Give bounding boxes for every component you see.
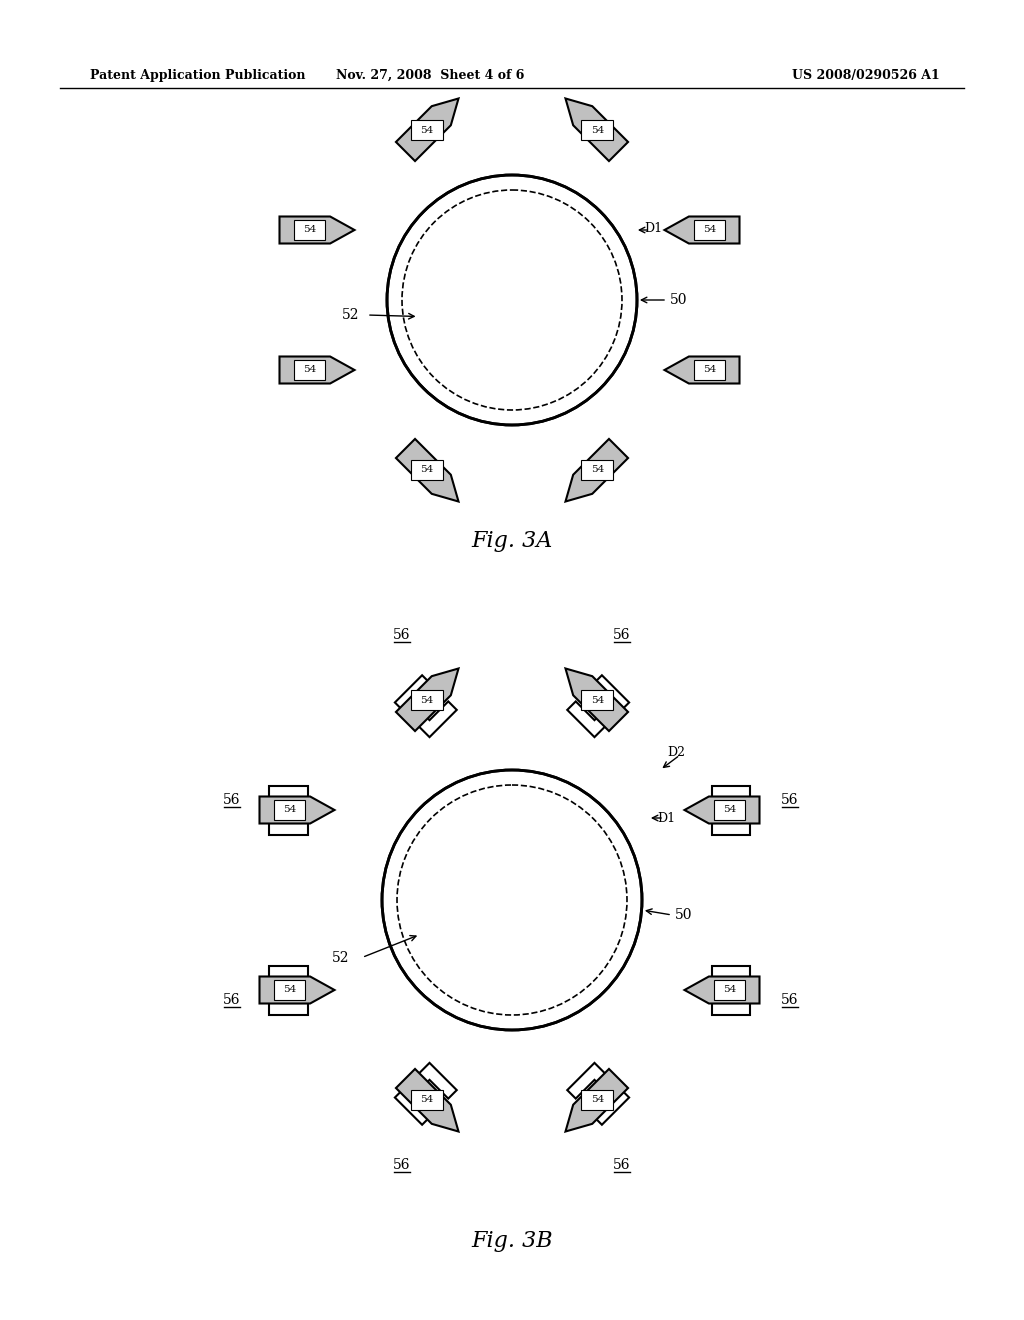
Polygon shape xyxy=(665,356,739,384)
FancyBboxPatch shape xyxy=(411,120,442,140)
Polygon shape xyxy=(565,668,628,731)
FancyBboxPatch shape xyxy=(714,979,745,1001)
FancyBboxPatch shape xyxy=(294,220,326,240)
FancyBboxPatch shape xyxy=(582,459,613,480)
Polygon shape xyxy=(684,796,760,824)
FancyBboxPatch shape xyxy=(273,979,305,1001)
Polygon shape xyxy=(565,440,628,502)
Text: 54: 54 xyxy=(420,125,433,135)
FancyBboxPatch shape xyxy=(294,360,326,380)
Circle shape xyxy=(382,770,642,1030)
Text: D1: D1 xyxy=(656,812,675,825)
Text: 50: 50 xyxy=(675,908,692,921)
Polygon shape xyxy=(259,796,335,824)
Polygon shape xyxy=(565,1069,628,1131)
FancyBboxPatch shape xyxy=(411,690,442,710)
Polygon shape xyxy=(396,440,459,502)
Text: 54: 54 xyxy=(591,1096,604,1105)
FancyBboxPatch shape xyxy=(714,800,745,820)
Text: Nov. 27, 2008  Sheet 4 of 6: Nov. 27, 2008 Sheet 4 of 6 xyxy=(336,69,524,82)
Polygon shape xyxy=(396,1069,459,1131)
FancyBboxPatch shape xyxy=(411,459,442,480)
Polygon shape xyxy=(565,99,628,161)
FancyBboxPatch shape xyxy=(411,1089,442,1110)
Text: 54: 54 xyxy=(591,125,604,135)
Polygon shape xyxy=(396,668,459,731)
Text: 54: 54 xyxy=(420,1096,433,1105)
Text: 56: 56 xyxy=(393,628,411,642)
Text: 52: 52 xyxy=(342,308,359,322)
FancyBboxPatch shape xyxy=(693,360,725,380)
Text: 54: 54 xyxy=(283,805,296,814)
Text: D1: D1 xyxy=(644,222,662,235)
Text: 56: 56 xyxy=(393,1158,411,1172)
Text: 54: 54 xyxy=(702,366,716,375)
Polygon shape xyxy=(712,965,750,1015)
Text: 54: 54 xyxy=(591,465,604,474)
Text: 54: 54 xyxy=(723,986,736,994)
Text: 54: 54 xyxy=(723,805,736,814)
Polygon shape xyxy=(684,977,760,1003)
Polygon shape xyxy=(396,99,459,161)
Text: 50: 50 xyxy=(670,293,687,308)
Polygon shape xyxy=(259,977,335,1003)
FancyBboxPatch shape xyxy=(273,800,305,820)
Text: Patent Application Publication: Patent Application Publication xyxy=(90,69,305,82)
Polygon shape xyxy=(567,1063,629,1125)
Text: D2: D2 xyxy=(667,746,685,759)
Text: 56: 56 xyxy=(223,993,241,1007)
Text: 54: 54 xyxy=(303,366,316,375)
FancyBboxPatch shape xyxy=(582,690,613,710)
Polygon shape xyxy=(567,676,629,737)
Polygon shape xyxy=(665,216,739,243)
FancyBboxPatch shape xyxy=(693,220,725,240)
Text: 56: 56 xyxy=(781,793,799,807)
Polygon shape xyxy=(280,356,354,384)
Text: Fig. 3B: Fig. 3B xyxy=(471,1230,553,1251)
Text: Fig. 3A: Fig. 3A xyxy=(471,531,553,552)
Text: 54: 54 xyxy=(303,226,316,235)
Polygon shape xyxy=(280,216,354,243)
Text: 56: 56 xyxy=(613,628,631,642)
Text: US 2008/0290526 A1: US 2008/0290526 A1 xyxy=(793,69,940,82)
Polygon shape xyxy=(395,676,457,737)
Text: 56: 56 xyxy=(223,793,241,807)
Polygon shape xyxy=(712,785,750,834)
Text: 54: 54 xyxy=(420,465,433,474)
Text: 54: 54 xyxy=(420,696,433,705)
Text: 52: 52 xyxy=(332,950,349,965)
Circle shape xyxy=(387,176,637,425)
Text: 54: 54 xyxy=(591,696,604,705)
FancyBboxPatch shape xyxy=(582,1089,613,1110)
Polygon shape xyxy=(269,965,307,1015)
FancyBboxPatch shape xyxy=(582,120,613,140)
Text: 56: 56 xyxy=(781,993,799,1007)
Text: 56: 56 xyxy=(613,1158,631,1172)
Text: 54: 54 xyxy=(702,226,716,235)
Text: 54: 54 xyxy=(283,986,296,994)
Polygon shape xyxy=(269,785,307,834)
Polygon shape xyxy=(395,1063,457,1125)
